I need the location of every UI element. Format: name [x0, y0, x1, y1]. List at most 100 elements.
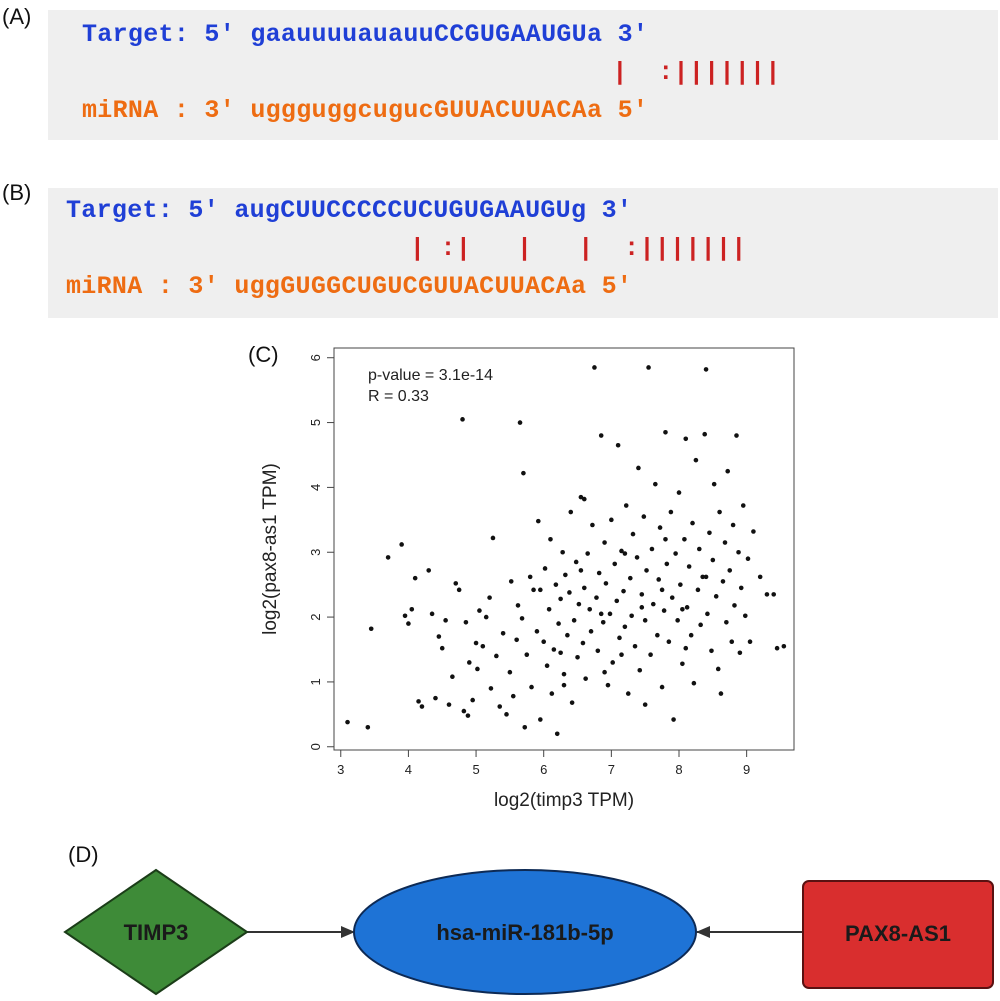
scatter-point: [698, 622, 703, 628]
scatter-point: [619, 548, 624, 554]
scatter-point: [429, 611, 435, 617]
scatter-point: [669, 595, 675, 600]
scatter-point: [477, 608, 482, 613]
scatter-point: [684, 605, 690, 610]
scatter-point: [722, 540, 728, 545]
scatter-point: [565, 632, 570, 638]
y-tick-label: 4: [308, 484, 323, 491]
scatter-point: [519, 616, 525, 621]
scatter-point: [710, 557, 716, 563]
scatter-point: [569, 700, 575, 705]
scatter-point: [630, 531, 636, 537]
scatter-point: [621, 588, 626, 594]
scatter-point: [715, 666, 721, 672]
scatter-point: [736, 549, 741, 555]
scatter-point: [473, 640, 479, 646]
scatter-point: [718, 691, 724, 696]
interaction-network: TIMP3 hsa-miR-181b-5p PAX8-AS1: [63, 868, 994, 996]
scatter-point: [463, 619, 469, 625]
plot-frame: [333, 347, 795, 751]
scatter-point: [560, 549, 565, 555]
scatter-point: [703, 574, 709, 580]
scatter-point: [738, 585, 744, 591]
scatter-point: [683, 645, 689, 651]
scatter-point: [541, 639, 547, 645]
scatter-point: [558, 596, 563, 602]
x-tick-label: 4: [405, 762, 412, 777]
scatter-point: [487, 595, 492, 600]
scatter-point: [561, 682, 567, 688]
scatter-point: [636, 465, 641, 471]
scatter-point: [497, 704, 503, 709]
scatter-point: [629, 613, 634, 619]
scatter-point: [436, 634, 442, 639]
scatter-point: [576, 601, 582, 607]
scatter-point: [742, 613, 748, 619]
x-tick-label: 5: [472, 762, 479, 777]
scatter-point: [483, 614, 489, 620]
scatter-point: [439, 645, 445, 651]
scatter-point: [531, 587, 536, 593]
scatter-point: [642, 618, 648, 623]
scatter-point: [542, 566, 548, 571]
scatter-point: [409, 607, 415, 612]
scatter-point: [412, 575, 418, 581]
panel-label-d: (D): [68, 842, 99, 867]
panel-label-a: (A): [2, 4, 32, 29]
scatter-point: [365, 725, 371, 730]
scatter-point: [534, 629, 540, 634]
scatter-point: [659, 684, 665, 690]
scatter-point: [461, 708, 467, 714]
scatter-point: [594, 595, 599, 600]
scatter-point: [385, 555, 391, 560]
scatter-point: [700, 574, 705, 580]
scatter-point: [713, 594, 719, 599]
scatter-point: [771, 592, 777, 597]
scatter-point: [695, 587, 701, 593]
scatter-point: [419, 704, 425, 709]
y-tick-label: 2: [308, 613, 323, 620]
scatter-point: [587, 607, 593, 612]
scatter-point: [567, 590, 572, 595]
scatter-point: [538, 717, 543, 722]
scatter-point: [554, 731, 560, 737]
scatter-point: [637, 667, 643, 673]
scatter-point: [494, 653, 499, 659]
y-tick-label: 3: [308, 549, 323, 556]
y-tick-label: 1: [308, 678, 323, 685]
scatter-point: [470, 697, 475, 703]
scatter-point: [603, 581, 609, 586]
scatter-point: [402, 613, 408, 619]
scatter-point: [696, 546, 702, 552]
scatter-point: [729, 639, 735, 645]
scatter-point: [426, 568, 432, 573]
scatter-point: [521, 470, 526, 476]
scatter-point: [663, 536, 668, 542]
scatter-point: [466, 660, 472, 665]
scatter-point: [737, 650, 743, 656]
scatter-point: [639, 605, 645, 610]
scatter-point: [514, 637, 519, 643]
scatter-point: [656, 577, 662, 582]
scatter-point: [661, 608, 667, 613]
scatter-point: [627, 575, 633, 581]
scatter-point: [730, 522, 736, 528]
scatter-point: [666, 639, 672, 645]
pairing-line-b: | :| | | :|||||||: [364, 234, 747, 263]
scatter-point: [490, 535, 496, 541]
scatter-point: [592, 365, 597, 370]
scatter-point: [678, 582, 683, 587]
scatter-point: [703, 367, 709, 372]
scatter-point: [688, 632, 694, 638]
scatter-point: [709, 648, 714, 654]
scatter-point: [705, 611, 710, 617]
scatter-point: [558, 650, 563, 656]
scatter-point: [465, 713, 471, 718]
scatter-point: [368, 626, 374, 632]
scatter-point: [646, 365, 651, 370]
y-axis-label: log2(pax8-as1 TPM): [260, 463, 281, 635]
scatter-point: [671, 717, 676, 722]
scatter-point: [642, 702, 648, 707]
node-mirna: [353, 869, 697, 995]
scatter-point: [625, 691, 631, 696]
